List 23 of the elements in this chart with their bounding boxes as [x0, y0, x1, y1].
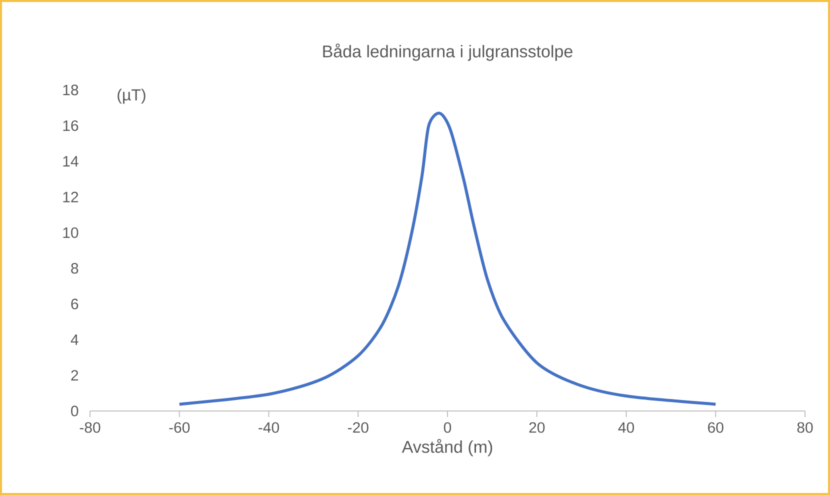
y-tick-label: 4 [70, 334, 78, 345]
x-tick-label: 60 [708, 422, 724, 433]
chart-title: Båda ledningarna i julgransstolpe [323, 44, 572, 61]
x-tick-label: 80 [797, 422, 813, 433]
x-tick-label: 0 [444, 422, 452, 433]
y-tick-label: 16 [63, 120, 78, 131]
y-tick-label: 2 [71, 370, 78, 381]
x-tick-label: 40 [618, 422, 634, 433]
y-tick-label: 8 [71, 263, 78, 274]
x-tick-label: 20 [529, 422, 545, 433]
x-tick-label: -20 [348, 422, 368, 433]
line-series [178, 112, 718, 406]
y-tick-label: 0 [71, 406, 78, 416]
x-tick-label: -80 [80, 422, 100, 433]
x-tick-label: -60 [169, 422, 190, 433]
y-tick-label: 6 [71, 298, 78, 310]
y-tick-label: 10 [63, 227, 78, 238]
y-tick-label: 18 [63, 84, 78, 96]
x-axis-title: Avstånd (m) [402, 439, 492, 456]
y-tick-label: 14 [63, 156, 78, 166]
x-tick-label: -40 [258, 422, 279, 433]
y-tick-label: 12 [63, 192, 78, 202]
annotation: (µT) [118, 88, 146, 104]
